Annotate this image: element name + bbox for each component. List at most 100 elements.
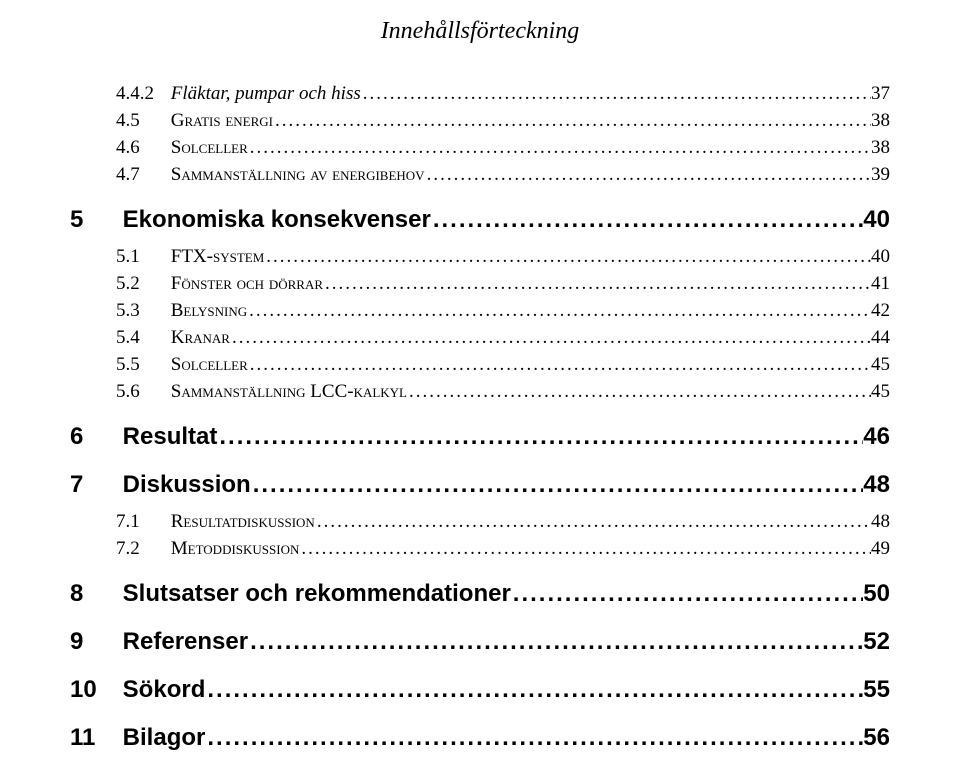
toc-leader-dots: ........................................… <box>323 273 871 295</box>
toc-entry-page: 50 <box>863 580 890 608</box>
toc-leader-dots: ........................................… <box>205 724 863 752</box>
toc-entry: 6 Resultat..............................… <box>70 423 890 451</box>
table-of-contents: 4.4.2 Fläktar, pumpar och hiss..........… <box>70 83 890 752</box>
toc-entry-page: 40 <box>863 206 890 234</box>
toc-entry-title: Kranar <box>171 327 230 348</box>
toc-entry-label: 4.6 Solceller <box>116 137 248 159</box>
toc-entry-page: 45 <box>871 354 890 376</box>
toc-entry-label: 9 Referenser <box>70 628 248 656</box>
toc-entry: 10 Sökord...............................… <box>70 676 890 704</box>
toc-entry: 4.4.2 Fläktar, pumpar och hiss..........… <box>70 83 890 105</box>
toc-entry-title: Metoddiskussion <box>171 538 300 559</box>
toc-entry-title: Gratis energi <box>171 110 273 131</box>
toc-entry-label: 5.4 Kranar <box>116 327 230 349</box>
toc-entry: 5.2 Fönster och dörrar..................… <box>70 273 890 295</box>
toc-leader-dots: ........................................… <box>251 471 864 499</box>
toc-entry-number: 5.6 <box>116 381 166 403</box>
toc-entry-page: 52 <box>863 628 890 656</box>
toc-entry-title: Bilagor <box>123 724 206 751</box>
toc-entry-label: 7.2 Metoddiskussion <box>116 538 299 560</box>
toc-entry: 4.7 Sammanställning av energibehov......… <box>70 164 890 186</box>
toc-entry: 5 Ekonomiska konsekvenser...............… <box>70 206 890 234</box>
toc-entry-number: 9 <box>70 628 116 656</box>
toc-entry-title: Belysning <box>171 300 247 321</box>
toc-leader-dots: ........................................… <box>247 300 871 322</box>
toc-entry-page: 48 <box>871 511 890 533</box>
toc-entry-label: 4.7 Sammanställning av energibehov <box>116 164 425 186</box>
toc-entry-title: Sammanställning av energibehov <box>171 164 425 185</box>
toc-entry-page: 46 <box>863 423 890 451</box>
toc-entry-label: 5.6 Sammanställning LCC-kalkyl <box>116 381 407 403</box>
toc-leader-dots: ........................................… <box>205 676 863 704</box>
toc-leader-dots: ........................................… <box>264 246 871 268</box>
toc-entry-number: 10 <box>70 676 116 704</box>
toc-entry-title: Solceller <box>171 354 248 375</box>
toc-entry-label: 5.1 FTX-system <box>116 246 264 268</box>
toc-entry: 7.2 Metoddiskussion.....................… <box>70 538 890 560</box>
toc-entry-title: Resultatdiskussion <box>171 511 315 532</box>
toc-entry: 4.5 Gratis energi.......................… <box>70 110 890 132</box>
toc-entry-page: 45 <box>871 381 890 403</box>
toc-entry-label: 11 Bilagor <box>70 724 205 752</box>
toc-entry-number: 5.1 <box>116 246 166 268</box>
toc-entry: 5.4 Kranar..............................… <box>70 327 890 349</box>
toc-entry-label: 6 Resultat <box>70 423 217 451</box>
toc-leader-dots: ........................................… <box>230 327 871 349</box>
toc-leader-dots: ........................................… <box>273 110 871 132</box>
toc-entry-title: Diskussion <box>123 471 251 498</box>
toc-entry-label: 5 Ekonomiska konsekvenser <box>70 206 431 234</box>
toc-entry-page: 37 <box>871 83 890 105</box>
toc-leader-dots: ........................................… <box>407 381 871 403</box>
toc-entry-page: 41 <box>871 273 890 295</box>
toc-entry-title: Fläktar, pumpar och hiss <box>171 83 361 104</box>
page-title: Innehållsförteckning <box>70 18 890 45</box>
toc-entry-number: 7.1 <box>116 511 166 533</box>
toc-leader-dots: ........................................… <box>248 354 871 376</box>
toc-entry-label: 8 Slutsatser och rekommendationer <box>70 580 511 608</box>
toc-entry: 11 Bilagor..............................… <box>70 724 890 752</box>
toc-entry-page: 42 <box>871 300 890 322</box>
toc-entry-label: 10 Sökord <box>70 676 205 704</box>
toc-entry-page: 38 <box>871 110 890 132</box>
toc-entry-page: 38 <box>871 137 890 159</box>
toc-entry: 9 Referenser............................… <box>70 628 890 656</box>
toc-entry-number: 11 <box>70 724 116 752</box>
toc-entry: 5.6 Sammanställning LCC-kalkyl..........… <box>70 381 890 403</box>
toc-entry-number: 7.2 <box>116 538 166 560</box>
toc-entry: 7.1 Resultatdiskussion..................… <box>70 511 890 533</box>
toc-entry-title: Ekonomiska konsekvenser <box>123 206 431 233</box>
toc-entry: 7 Diskussion............................… <box>70 471 890 499</box>
toc-entry-number: 4.4.2 <box>116 83 166 105</box>
toc-leader-dots: ........................................… <box>315 511 871 533</box>
toc-entry-number: 8 <box>70 580 116 608</box>
toc-entry-label: 4.4.2 Fläktar, pumpar och hiss <box>116 83 361 105</box>
toc-entry-label: 5.3 Belysning <box>116 300 247 322</box>
toc-leader-dots: ........................................… <box>361 83 871 105</box>
toc-entry-title: Fönster och dörrar <box>171 273 323 294</box>
toc-leader-dots: ........................................… <box>425 164 871 186</box>
toc-entry-number: 5.2 <box>116 273 166 295</box>
toc-entry-page: 56 <box>863 724 890 752</box>
toc-entry-page: 49 <box>871 538 890 560</box>
toc-entry-label: 5.2 Fönster och dörrar <box>116 273 323 295</box>
toc-leader-dots: ........................................… <box>217 423 863 451</box>
toc-entry-number: 5.4 <box>116 327 166 349</box>
toc-entry-title: Sökord <box>123 676 206 703</box>
toc-entry-label: 4.5 Gratis energi <box>116 110 273 132</box>
toc-leader-dots: ........................................… <box>248 137 871 159</box>
toc-entry-page: 55 <box>863 676 890 704</box>
toc-leader-dots: ........................................… <box>248 628 863 656</box>
toc-entry-number: 7 <box>70 471 116 499</box>
toc-leader-dots: ........................................… <box>431 206 863 234</box>
toc-entry-label: 7.1 Resultatdiskussion <box>116 511 315 533</box>
toc-entry: 8 Slutsatser och rekommendationer.......… <box>70 580 890 608</box>
toc-entry: 5.5 Solceller...........................… <box>70 354 890 376</box>
toc-leader-dots: ........................................… <box>511 580 864 608</box>
toc-entry-number: 5.3 <box>116 300 166 322</box>
toc-entry-number: 6 <box>70 423 116 451</box>
toc-entry-title: Referenser <box>123 628 248 655</box>
toc-entry-page: 39 <box>871 164 890 186</box>
toc-entry-title: Sammanställning LCC-kalkyl <box>171 381 407 402</box>
toc-entry-number: 4.6 <box>116 137 166 159</box>
toc-entry-label: 5.5 Solceller <box>116 354 248 376</box>
